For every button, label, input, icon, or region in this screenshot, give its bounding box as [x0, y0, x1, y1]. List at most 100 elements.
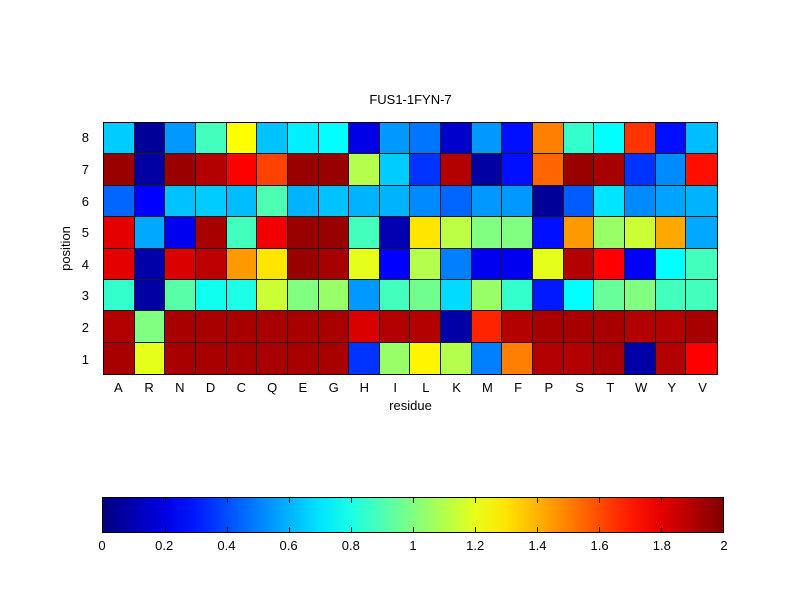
heatmap-cell: [349, 185, 380, 218]
heatmap-cell: [686, 217, 717, 249]
heatmap-cell: [625, 123, 656, 155]
heatmap-cell: [165, 185, 196, 218]
y-tick-label: 7: [81, 161, 89, 177]
x-tick-label: V: [698, 380, 707, 395]
colorbar-tick-label: 1.2: [466, 538, 485, 553]
colorbar-tickmark: [413, 527, 414, 532]
heatmap-cell: [441, 185, 472, 218]
x-tick-label: T: [606, 380, 615, 395]
heatmap-cell: [349, 311, 380, 343]
heatmap-cell: [471, 154, 503, 186]
colorbar-tickmark: [351, 527, 352, 532]
y-axis-ticks: 8 7 6 5 4 3 2 1: [55, 122, 97, 375]
x-tick-label: R: [144, 380, 154, 395]
x-tick-label: D: [205, 380, 216, 395]
x-tick-label: L: [422, 380, 430, 395]
heatmap-cell: [134, 279, 166, 312]
heatmap-cell: [502, 342, 534, 374]
heatmap-cell: [318, 342, 350, 374]
heatmap-cell: [533, 154, 564, 186]
heatmap-cell: [257, 311, 288, 343]
y-tick-label: 3: [81, 288, 89, 304]
heatmap-cell: [502, 279, 534, 312]
heatmap-cell: [441, 342, 472, 374]
heatmap-cell: [134, 311, 166, 343]
heatmap-cell: [165, 311, 196, 343]
heatmap-cell: [533, 279, 564, 312]
heatmap-cell: [410, 248, 442, 280]
x-tick-label: S: [575, 380, 584, 395]
colorbar-tickmark: [537, 527, 538, 532]
heatmap-cell: [379, 311, 411, 343]
heatmap-cell: [318, 154, 350, 186]
heatmap-cell: [104, 279, 135, 312]
heatmap-cell: [287, 123, 319, 155]
heatmap-cell: [379, 248, 411, 280]
heatmap-cell: [502, 123, 534, 155]
heatmap-cell: [104, 217, 135, 249]
heatmap-cell: [226, 311, 258, 343]
heatmap-cell: [410, 342, 442, 374]
heatmap-cell: [226, 185, 258, 218]
x-tick-label: Q: [267, 380, 278, 395]
heatmap-cell: [287, 311, 319, 343]
heatmap-cell: [104, 154, 135, 186]
heatmap-cell: [441, 279, 472, 312]
heatmap-cell: [655, 279, 687, 312]
heatmap-cell: [533, 123, 564, 155]
heatmap-cell: [257, 154, 288, 186]
heatmap-cell: [686, 279, 717, 312]
heatmap-cell: [349, 217, 380, 249]
heatmap-cell: [563, 123, 595, 155]
colorbar-tickmark: [599, 527, 600, 532]
heatmap-cell: [287, 248, 319, 280]
heatmap-cell: [625, 217, 656, 249]
heatmap-cell: [134, 123, 166, 155]
heatmap-cell: [655, 248, 687, 280]
heatmap-cell: [410, 123, 442, 155]
heatmap-cell: [502, 248, 534, 280]
colorbar-tickmark: [227, 527, 228, 532]
colorbar-tick-label: 0: [98, 538, 106, 553]
heatmap-cell: [686, 248, 717, 280]
heatmap-cell: [594, 217, 626, 249]
heatmap-cell: [195, 248, 227, 280]
heatmap-cell: [563, 279, 595, 312]
heatmap-cell: [686, 342, 717, 374]
heatmap-cell: [410, 311, 442, 343]
heatmap-cell: [257, 279, 288, 312]
colorbar-tickmark: [661, 498, 662, 503]
heatmap-cell: [379, 342, 411, 374]
colorbar-tickmark: [475, 527, 476, 532]
colorbar-tick-label: 1.8: [652, 538, 671, 553]
x-tick-label: E: [298, 380, 308, 395]
x-tick-label: N: [175, 380, 185, 395]
heatmap-cell: [625, 248, 656, 280]
heatmap-cell: [471, 311, 503, 343]
heatmap-cell: [441, 123, 472, 155]
y-tick-label: 6: [81, 193, 89, 209]
heatmap-cell: [165, 123, 196, 155]
heatmap-cell: [655, 217, 687, 249]
heatmap-cell: [226, 279, 258, 312]
colorbar-tickmark: [599, 498, 600, 503]
heatmap-cell: [594, 279, 626, 312]
heatmap-cell: [441, 248, 472, 280]
heatmap-cell: [195, 279, 227, 312]
heatmap-cell: [502, 217, 534, 249]
heatmap-cell: [441, 217, 472, 249]
heatmap-cell: [104, 248, 135, 280]
heatmap-cell: [410, 185, 442, 218]
heatmap-cell: [655, 123, 687, 155]
heatmap-cell: [563, 217, 595, 249]
heatmap-cell: [165, 154, 196, 186]
heatmap-cell: [287, 185, 319, 218]
heatmap-cell: [318, 217, 350, 249]
colorbar-tickmark: [475, 498, 476, 503]
colorbar-tickmark: [537, 498, 538, 503]
heatmap-cell: [318, 248, 350, 280]
heatmap-cell: [257, 248, 288, 280]
heatmap-cell: [257, 217, 288, 249]
colorbar-tick-label: 0.8: [341, 538, 360, 553]
